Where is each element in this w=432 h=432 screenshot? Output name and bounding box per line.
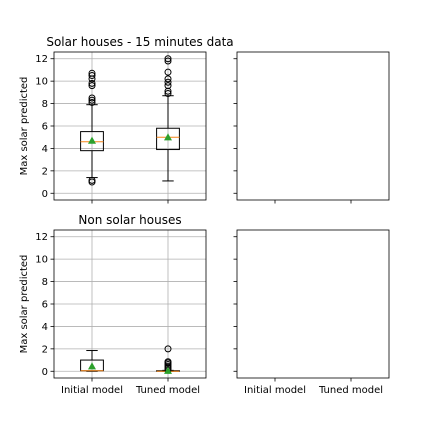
iqr-box — [80, 131, 104, 152]
outlier-point — [88, 96, 96, 104]
y-tick-label: 6 — [42, 300, 48, 311]
axes-frame — [53, 51, 207, 201]
y-tick-label: 2 — [42, 344, 48, 355]
y-tick-label: 12 — [35, 232, 48, 243]
outlier-point — [164, 78, 172, 86]
x-tick-label: Initial model — [244, 385, 306, 396]
x-tick-label: Initial model — [61, 385, 123, 396]
box-1 — [156, 345, 180, 374]
outlier-point — [88, 94, 96, 102]
y-tick-label: 0 — [42, 189, 48, 200]
axes-frame — [53, 229, 207, 379]
y-tick-label: 10 — [35, 77, 48, 88]
subplot-title: Non solar houses — [78, 213, 181, 227]
mean-marker — [164, 366, 172, 374]
subplot-bottom-right: Initial model Tuned model — [233, 229, 390, 396]
outlier-point — [88, 82, 96, 90]
y-tick-label: 10 — [35, 255, 48, 266]
axes-frame — [236, 229, 390, 379]
y-tick-label: 2 — [42, 166, 48, 177]
subplot-top-right — [233, 51, 390, 204]
subplot-bottom-left: 0 2 4 6 8 10 12 Initial model Tuned model Non sol… — [19, 213, 207, 396]
y-axis-label: Max solar predicted — [19, 255, 30, 354]
axes-frame — [236, 51, 390, 201]
y-tick-label: 4 — [42, 322, 48, 333]
outlier-point — [164, 82, 172, 90]
outlier-point — [88, 72, 96, 80]
outlier-point — [164, 57, 172, 65]
mean-marker — [164, 133, 172, 141]
outlier-point — [164, 75, 172, 83]
outlier-point — [164, 55, 172, 63]
y-tick-label: 8 — [42, 277, 48, 288]
y-tick-label: 4 — [42, 144, 48, 155]
box-1 — [156, 55, 180, 182]
mean-marker — [88, 362, 96, 370]
outlier-point — [88, 69, 96, 77]
outlier-point — [164, 345, 172, 353]
outlier-point — [164, 68, 172, 76]
y-axis-label: Max solar predicted — [19, 77, 30, 176]
x-tick-label: Tuned model — [135, 385, 200, 396]
subplot-title: Solar houses - 15 minutes data — [46, 35, 233, 49]
box-0 — [80, 69, 104, 186]
box-0 — [80, 350, 104, 372]
y-tick-label: 8 — [42, 99, 48, 110]
y-tick-label: 6 — [42, 122, 48, 133]
outlier-point — [88, 98, 96, 106]
outlier-point — [164, 358, 172, 366]
x-tick-label: Tuned model — [318, 385, 383, 396]
outlier-point — [88, 176, 96, 184]
y-tick-label: 0 — [42, 367, 48, 378]
outlier-point — [164, 89, 172, 97]
iqr-box — [156, 127, 180, 151]
outlier-point — [88, 79, 96, 87]
mean-marker — [88, 136, 96, 144]
y-tick-label: 12 — [35, 54, 48, 65]
subplot-top-left: 0 2 4 6 8 10 12 Solar houses - 15 minutes data M… — [19, 35, 234, 204]
